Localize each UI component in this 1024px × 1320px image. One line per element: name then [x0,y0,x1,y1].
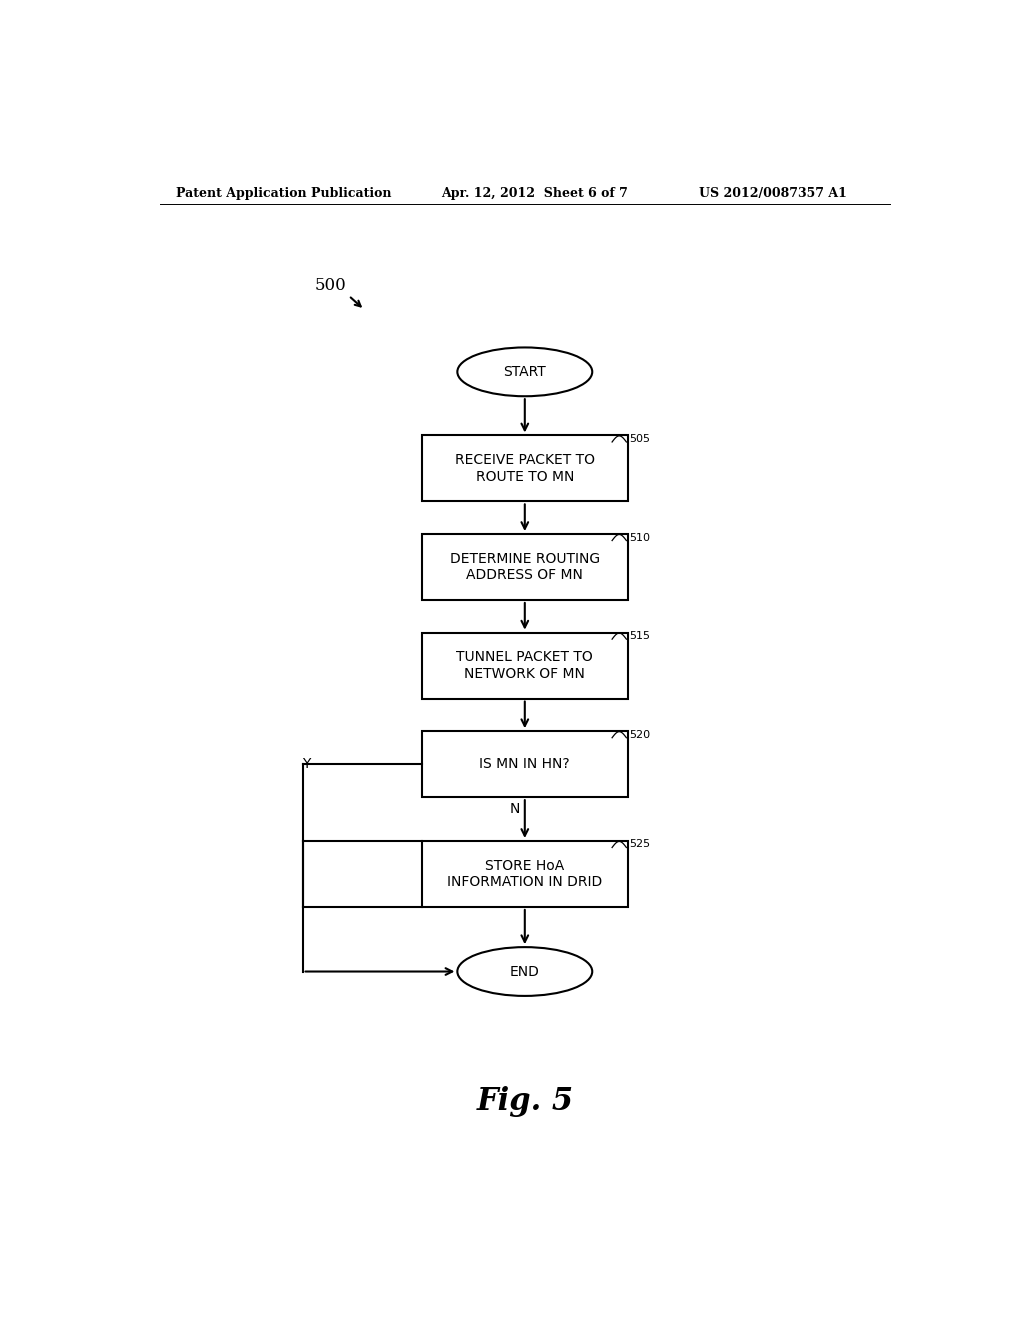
Text: N: N [510,801,520,816]
Text: US 2012/0087357 A1: US 2012/0087357 A1 [699,187,847,201]
Text: 515: 515 [630,631,650,642]
Text: 510: 510 [630,532,650,543]
Text: DETERMINE ROUTING
ADDRESS OF MN: DETERMINE ROUTING ADDRESS OF MN [450,552,600,582]
Text: START: START [504,364,546,379]
Bar [422,436,628,502]
Bar [422,535,628,601]
Text: 520: 520 [630,730,650,739]
Text: 505: 505 [630,434,650,444]
Text: 525: 525 [630,840,650,850]
Text: STORE HoA
INFORMATION IN DRID: STORE HoA INFORMATION IN DRID [447,859,602,890]
Text: Y: Y [302,758,310,771]
Text: RECEIVE PACKET TO
ROUTE TO MN: RECEIVE PACKET TO ROUTE TO MN [455,453,595,483]
Text: Fig. 5: Fig. 5 [476,1086,573,1117]
Text: END: END [510,965,540,978]
Text: Apr. 12, 2012  Sheet 6 of 7: Apr. 12, 2012 Sheet 6 of 7 [441,187,629,201]
Bar [422,632,628,698]
Text: IS MN IN HN?: IS MN IN HN? [479,758,570,771]
Text: Patent Application Publication: Patent Application Publication [176,187,391,201]
Text: TUNNEL PACKET TO
NETWORK OF MN: TUNNEL PACKET TO NETWORK OF MN [457,651,593,681]
Text: 500: 500 [314,277,346,294]
Bar [422,841,628,907]
Bar [422,731,628,797]
